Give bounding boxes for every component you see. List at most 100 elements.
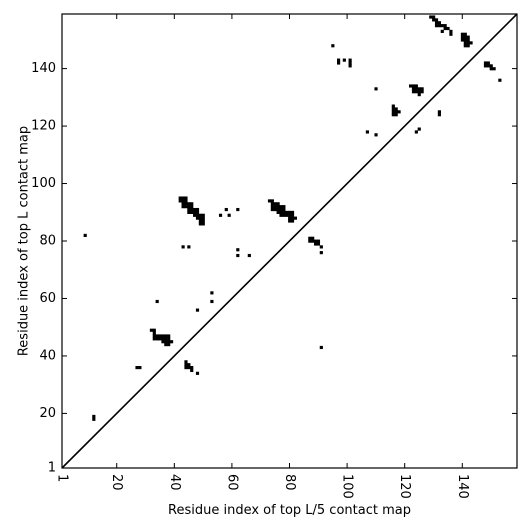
- contact-point: [463, 35, 467, 39]
- contact-point: [443, 24, 447, 28]
- contact-point: [198, 213, 202, 217]
- contact-point: [486, 61, 490, 65]
- contact-point: [164, 337, 168, 341]
- contact-point: [394, 113, 398, 117]
- contact-point: [184, 202, 188, 206]
- contact-point: [184, 366, 188, 370]
- contact-point: [164, 334, 168, 338]
- contact-point: [190, 210, 194, 214]
- contact-point: [348, 61, 352, 65]
- contact-point: [414, 87, 418, 91]
- contact-point: [187, 207, 191, 212]
- contact-point: [293, 216, 297, 220]
- contact-point: [397, 110, 401, 114]
- contact-point: [158, 337, 162, 341]
- contact-point: [167, 334, 171, 338]
- contact-point: [463, 44, 467, 48]
- contact-point: [437, 113, 441, 117]
- contact-point: [486, 64, 490, 68]
- contact-point: [195, 213, 200, 217]
- contact-point: [227, 213, 231, 217]
- contact-point: [282, 205, 286, 209]
- contact-point: [483, 61, 488, 65]
- contact-point: [135, 366, 139, 370]
- x-tick-label: 80: [282, 474, 297, 491]
- contact-point: [411, 84, 416, 88]
- contact-point: [417, 87, 421, 91]
- contact-point: [492, 67, 496, 71]
- contact-point: [152, 331, 156, 335]
- contact-point: [236, 248, 240, 252]
- contact-point: [193, 207, 197, 212]
- contact-point: [236, 207, 240, 212]
- contact-point: [331, 44, 335, 48]
- contact-point: [201, 216, 205, 220]
- contact-point: [181, 205, 185, 209]
- contact-point: [313, 242, 318, 246]
- contact-point: [198, 222, 202, 226]
- contact-point: [138, 366, 142, 370]
- contact-point: [181, 199, 185, 203]
- contact-point: [178, 196, 182, 200]
- contact-point: [417, 93, 421, 97]
- contact-point: [434, 24, 439, 28]
- y-tick-label: 40: [39, 348, 56, 363]
- contact-point: [337, 61, 341, 65]
- y-tick-label: 100: [31, 176, 56, 191]
- contact-point: [414, 84, 418, 88]
- contact-point: [187, 366, 191, 370]
- contact-point: [270, 205, 274, 209]
- contact-point: [184, 363, 188, 367]
- contact-point: [193, 213, 197, 217]
- contact-point: [270, 199, 274, 203]
- x-tick-label: 60: [224, 474, 239, 491]
- contact-point: [437, 24, 441, 28]
- contact-point: [466, 35, 470, 39]
- contact-point: [164, 343, 168, 347]
- contact-point: [195, 216, 200, 220]
- contact-point: [337, 58, 341, 62]
- contact-point: [187, 363, 191, 367]
- contact-point: [92, 417, 96, 421]
- contact-point: [316, 239, 321, 243]
- contact-point: [394, 110, 398, 114]
- contact-point: [201, 222, 205, 226]
- contact-point: [236, 253, 240, 258]
- contact-point: [152, 328, 156, 332]
- contact-point: [414, 90, 418, 94]
- contact-point: [190, 202, 194, 206]
- contact-point: [285, 213, 289, 217]
- y-tick-label: 60: [39, 291, 56, 306]
- contact-point: [167, 343, 171, 347]
- y-tick-label: 120: [31, 119, 56, 134]
- contact-point: [279, 207, 283, 212]
- contact-point: [466, 38, 470, 42]
- contact-point: [273, 207, 277, 212]
- contact-point: [313, 239, 318, 243]
- x-tick-label: 40: [167, 474, 182, 491]
- contact-point: [429, 15, 433, 19]
- contact-point: [279, 205, 283, 209]
- contact-point: [285, 210, 289, 214]
- contact-point: [190, 207, 194, 212]
- contact-point: [409, 84, 413, 88]
- contact-point: [420, 87, 424, 91]
- y-tick-label: 140: [31, 61, 56, 76]
- x-tick-label: 20: [109, 474, 124, 491]
- contact-point: [463, 38, 467, 42]
- contact-point: [247, 253, 251, 258]
- contact-point: [417, 90, 421, 94]
- y-tick-label: 80: [39, 234, 56, 249]
- y-axis-label: Residue index of top L contact map: [17, 126, 32, 356]
- diagonal-line: [61, 13, 518, 469]
- contact-point: [187, 245, 191, 249]
- contact-point: [210, 291, 214, 295]
- contact-point: [279, 210, 283, 214]
- contact-point: [195, 371, 200, 375]
- contact-point: [434, 18, 439, 22]
- contact-point: [432, 18, 436, 22]
- contact-point: [282, 207, 286, 212]
- contact-point: [489, 67, 493, 71]
- contact-point: [152, 334, 156, 338]
- contact-point: [164, 340, 168, 344]
